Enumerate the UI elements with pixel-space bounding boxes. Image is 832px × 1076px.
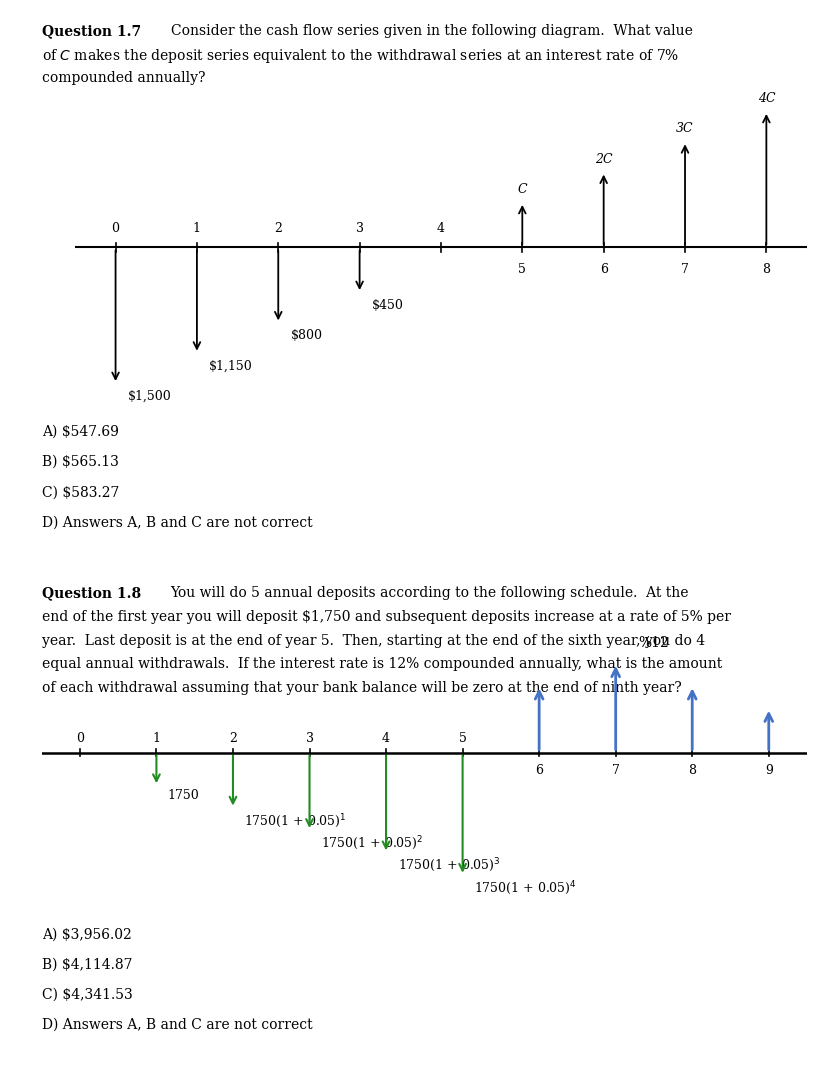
Text: 7: 7 [681,263,689,275]
Text: B) $565.13: B) $565.13 [42,455,118,469]
Text: Question 1.7: Question 1.7 [42,24,141,38]
Text: C: C [518,183,527,196]
Text: 2: 2 [275,223,282,236]
Text: 1750(1 + 0.05)$^1$: 1750(1 + 0.05)$^1$ [245,812,347,830]
Text: 1750(1 + 0.05)$^2$: 1750(1 + 0.05)$^2$ [321,834,423,852]
Text: 6: 6 [535,764,543,777]
Text: 8: 8 [688,764,696,777]
Text: year.  Last deposit is at the end of year 5.  Then, starting at the end of the s: year. Last deposit is at the end of year… [42,634,705,648]
Text: 2: 2 [229,732,237,745]
Text: of $C$ makes the deposit series equivalent to the withdrawal series at an intere: of $C$ makes the deposit series equivale… [42,47,679,66]
Text: 9: 9 [765,764,773,777]
Text: 3: 3 [355,223,364,236]
Text: You will do 5 annual deposits according to the following schedule.  At the: You will do 5 annual deposits according … [171,586,689,600]
Text: end of the first year you will deposit $1,750 and subsequent deposits increase a: end of the first year you will deposit $… [42,610,730,624]
Text: D) Answers A, B and C are not correct: D) Answers A, B and C are not correct [42,515,312,529]
Text: 0: 0 [111,223,120,236]
Text: $450: $450 [372,299,404,312]
Text: 1: 1 [152,732,161,745]
Text: 4: 4 [437,223,445,236]
Text: A) $3,956.02: A) $3,956.02 [42,928,131,942]
Text: 5: 5 [458,732,467,745]
Text: of each withdrawal assuming that your bank balance will be zero at the end of ni: of each withdrawal assuming that your ba… [42,681,681,695]
Text: 6: 6 [600,263,607,275]
Text: 4C: 4C [758,91,775,105]
Text: 8: 8 [762,263,770,275]
Text: %12: %12 [639,636,669,650]
Text: 1750(1 + 0.05)$^3$: 1750(1 + 0.05)$^3$ [398,856,500,875]
Text: Consider the cash flow series given in the following diagram.  What value: Consider the cash flow series given in t… [171,24,692,38]
Text: 0: 0 [76,732,84,745]
Text: 7: 7 [612,764,620,777]
Text: 3: 3 [305,732,314,745]
Text: Question 1.8: Question 1.8 [42,586,141,600]
Text: D) Answers A, B and C are not correct: D) Answers A, B and C are not correct [42,1018,312,1032]
Text: compounded annually?: compounded annually? [42,71,206,85]
Text: 2C: 2C [595,153,612,166]
Text: $1,150: $1,150 [209,359,253,372]
Text: $800: $800 [290,329,323,342]
Text: 1750: 1750 [168,790,200,803]
Text: C) $583.27: C) $583.27 [42,485,119,499]
Text: 4: 4 [382,732,390,745]
Text: equal annual withdrawals.  If the interest rate is 12% compounded annually, what: equal annual withdrawals. If the interes… [42,657,722,671]
Text: $1,500: $1,500 [128,390,171,404]
Text: 1: 1 [193,223,201,236]
Text: A) $547.69: A) $547.69 [42,425,118,439]
Text: 1750(1 + 0.05)$^4$: 1750(1 + 0.05)$^4$ [474,879,577,896]
Text: 5: 5 [518,263,527,275]
Text: B) $4,114.87: B) $4,114.87 [42,958,132,972]
Text: 3C: 3C [676,123,694,136]
Text: C) $4,341.53: C) $4,341.53 [42,988,132,1002]
